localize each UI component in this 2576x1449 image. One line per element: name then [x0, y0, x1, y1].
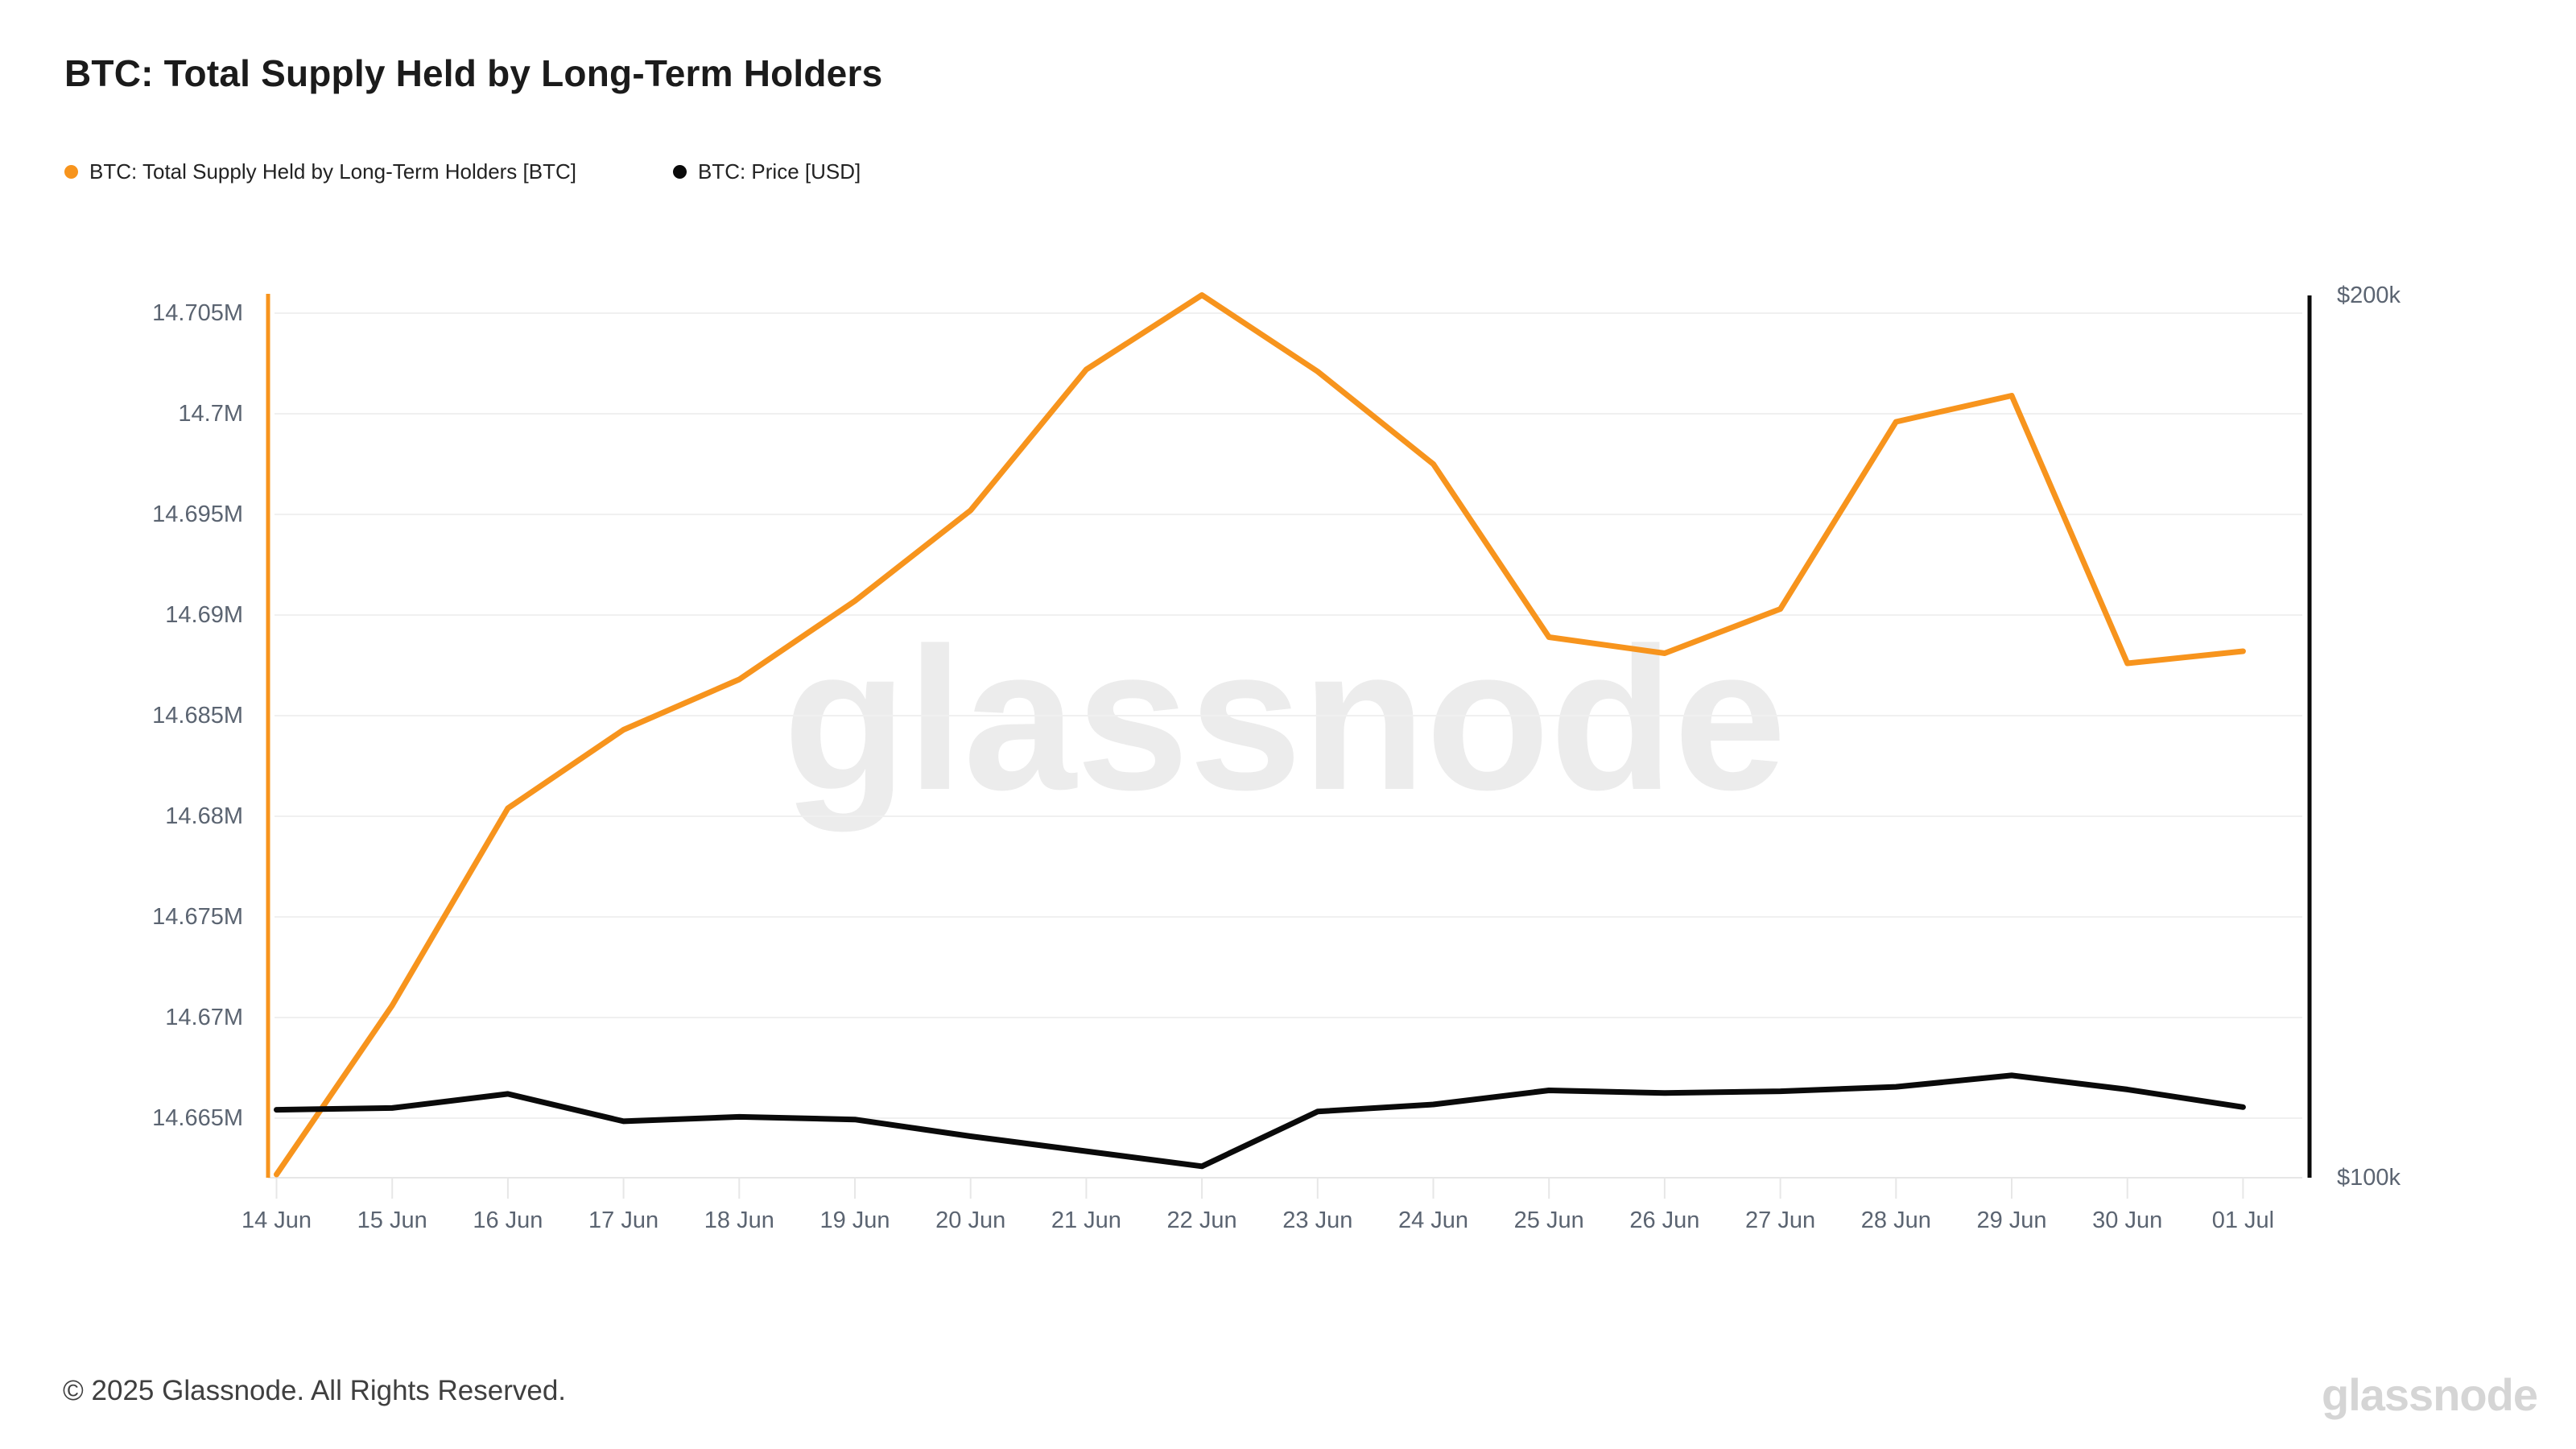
x-axis-tick-label: 24 Jun [1397, 1208, 1469, 1233]
chart-legend: BTC: Total Supply Held by Long-Term Hold… [64, 159, 861, 184]
y-axis-tick-label: 14.69M [165, 602, 243, 628]
y-axis-tick-label: 14.7M [178, 401, 243, 427]
x-axis-tick-label: 23 Jun [1282, 1208, 1353, 1233]
y-axis-tick-label: 14.67M [165, 1005, 243, 1030]
x-axis-tick-label: 14 Jun [241, 1208, 312, 1233]
x-axis-tick-label: 30 Jun [2092, 1208, 2163, 1233]
y-axis-tick-label: 14.705M [152, 300, 243, 326]
legend-item-supply[interactable]: BTC: Total Supply Held by Long-Term Hold… [64, 159, 576, 184]
supply-series-dot-icon [64, 165, 78, 179]
x-axis-tick-label: 15 Jun [357, 1208, 427, 1233]
glassnode-watermark: glassnode [782, 605, 1787, 832]
x-axis-tick-label: 29 Jun [1976, 1208, 2047, 1233]
y-axis-tick-label: 14.68M [165, 803, 243, 829]
footer-copyright: © 2025 Glassnode. All Rights Reserved. [63, 1375, 567, 1406]
x-axis-tick-label: 20 Jun [935, 1208, 1006, 1233]
x-axis-tick-label: 25 Jun [1513, 1208, 1584, 1233]
y-axis-tick-label: 14.685M [152, 703, 243, 729]
x-axis-tick-label: 27 Jun [1745, 1208, 1816, 1233]
x-axis-tick-label: 19 Jun [819, 1208, 890, 1233]
y-axis-tick-label: 14.675M [152, 904, 243, 930]
right-axis-tick-label: $200k [2337, 283, 2401, 308]
glassnode-logo: glassnode [2322, 1369, 2538, 1420]
supply-line[interactable] [274, 292, 2246, 1178]
x-axis-tick-label: 22 Jun [1166, 1208, 1237, 1233]
right-axis-tick-label: $100k [2337, 1165, 2401, 1191]
legend-label-supply: BTC: Total Supply Held by Long-Term Hold… [89, 159, 576, 184]
x-axis-tick-label: 18 Jun [704, 1208, 774, 1233]
x-axis-tick-label: 26 Jun [1629, 1208, 1700, 1233]
legend-label-price: BTC: Price [USD] [697, 159, 861, 184]
page-title: BTC: Total Supply Held by Long-Term Hold… [64, 52, 883, 94]
price-series-dot-icon [672, 165, 687, 179]
legend-item-price[interactable]: BTC: Price [USD] [672, 159, 861, 184]
y-axis-tick-label: 14.695M [152, 502, 243, 527]
x-axis-tick-label: 28 Jun [1860, 1208, 1931, 1233]
x-axis-tick-label: 21 Jun [1051, 1208, 1121, 1233]
price-line[interactable] [274, 1072, 2246, 1170]
x-axis-tick-label: 01 Jul [2211, 1208, 2275, 1233]
x-axis-tick-label: 16 Jun [473, 1208, 543, 1233]
x-axis-tick-label: 17 Jun [588, 1208, 659, 1233]
y-axis-tick-label: 14.665M [152, 1105, 243, 1131]
